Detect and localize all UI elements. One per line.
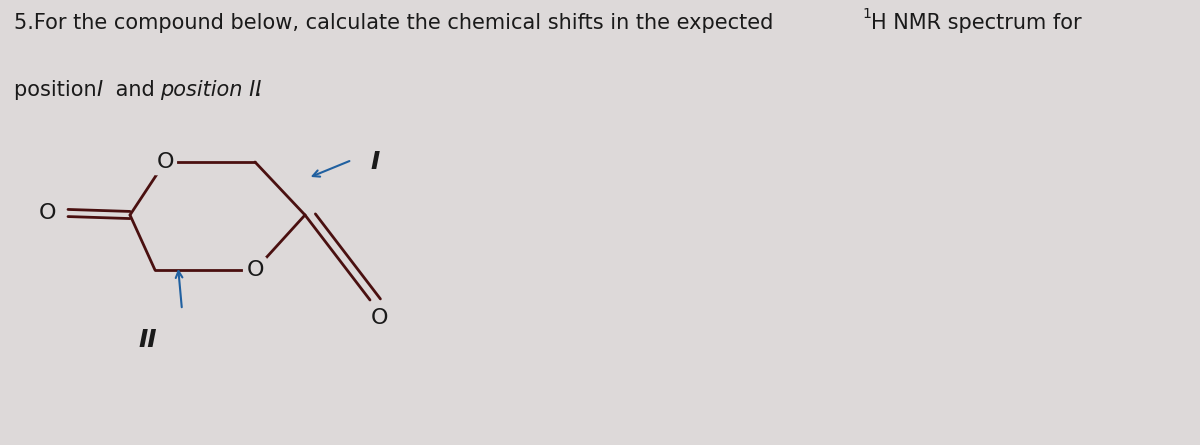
Text: 1: 1 <box>863 7 871 20</box>
Text: O: O <box>40 203 56 223</box>
Text: I: I <box>370 150 379 174</box>
Text: I: I <box>96 80 102 100</box>
Text: position II: position II <box>160 80 260 100</box>
Text: .: . <box>254 80 262 100</box>
Text: and: and <box>109 80 162 100</box>
Text: position: position <box>14 80 103 100</box>
Text: O: O <box>156 152 174 172</box>
Text: 5.For the compound below, calculate the chemical shifts in the expected: 5.For the compound below, calculate the … <box>14 13 780 33</box>
Text: O: O <box>246 260 264 280</box>
Text: O: O <box>371 308 389 328</box>
Text: II: II <box>139 328 157 352</box>
Text: H NMR spectrum for: H NMR spectrum for <box>871 13 1081 33</box>
